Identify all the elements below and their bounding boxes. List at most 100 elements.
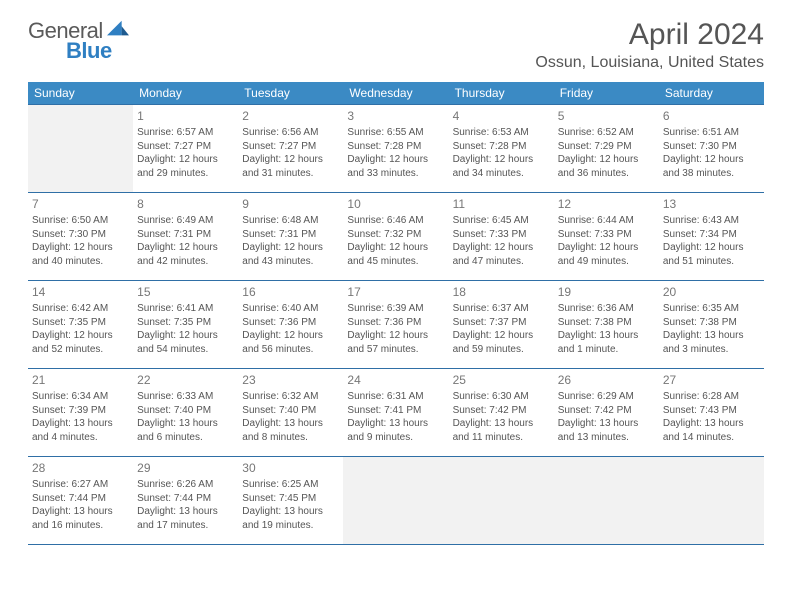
calendar-cell: 27Sunrise: 6:28 AMSunset: 7:43 PMDayligh… (659, 369, 764, 457)
weekday-header: Thursday (449, 82, 554, 105)
sunrise-line: Sunrise: 6:45 AM (453, 214, 550, 228)
sunset-line: Sunset: 7:45 PM (242, 492, 339, 506)
calendar-cell (449, 457, 554, 545)
calendar-cell: 16Sunrise: 6:40 AMSunset: 7:36 PMDayligh… (238, 281, 343, 369)
calendar-cell: 14 Sunrise: 6:42 AMSunset: 7:35 PMDayligh… (28, 281, 133, 369)
daylight-line: Daylight: 12 hours and 36 minutes. (558, 153, 655, 180)
calendar-cell: 13Sunrise: 6:43 AMSunset: 7:34 PMDayligh… (659, 193, 764, 281)
day-number: 24 (347, 372, 444, 388)
calendar-cell (659, 457, 764, 545)
calendar-cell (554, 457, 659, 545)
calendar-cell: 7Sunrise: 6:50 AMSunset: 7:30 PMDaylight… (28, 193, 133, 281)
sunrise-line: Sunrise: 6:50 AM (32, 214, 129, 228)
day-number: 22 (137, 372, 234, 388)
calendar-cell: 29Sunrise: 6:26 AMSunset: 7:44 PMDayligh… (133, 457, 238, 545)
sunset-line: Sunset: 7:27 PM (137, 140, 234, 154)
day-number: 7 (32, 196, 129, 212)
daylight-line: Daylight: 12 hours and 59 minutes. (453, 329, 550, 356)
day-number: 18 (453, 284, 550, 300)
sunset-line: Sunset: 7:28 PM (453, 140, 550, 154)
sunset-line: Sunset: 7:28 PM (347, 140, 444, 154)
calendar-cell: 8Sunrise: 6:49 AMSunset: 7:31 PMDaylight… (133, 193, 238, 281)
header: General Blue April 2024 Ossun, Louisiana… (28, 18, 764, 72)
weekday-header: Sunday (28, 82, 133, 105)
daylight-line: Daylight: 13 hours and 3 minutes. (663, 329, 760, 356)
daylight-line: Daylight: 13 hours and 11 minutes. (453, 417, 550, 444)
daylight-line: Daylight: 12 hours and 51 minutes. (663, 241, 760, 268)
calendar-cell: 12Sunrise: 6:44 AMSunset: 7:33 PMDayligh… (554, 193, 659, 281)
sunset-line: Sunset: 7:42 PM (558, 404, 655, 418)
day-number: 26 (558, 372, 655, 388)
day-number: 20 (663, 284, 760, 300)
calendar-cell: 24 Sunrise: 6:31 AMSunset: 7:41 PMDayligh… (343, 369, 448, 457)
day-number: 10 (347, 196, 444, 212)
daylight-line: Daylight: 12 hours and 40 minutes. (32, 241, 129, 268)
sunrise-line: Sunrise: 6:39 AM (347, 302, 444, 316)
calendar-cell: 26Sunrise: 6:29 AMSunset: 7:42 PMDayligh… (554, 369, 659, 457)
calendar-cell: 4Sunrise: 6:53 AMSunset: 7:28 PMDaylight… (449, 105, 554, 193)
day-number: 19 (558, 284, 655, 300)
calendar-row: 28Sunrise: 6:27 AMSunset: 7:44 PMDayligh… (28, 457, 764, 545)
weekday-header: Friday (554, 82, 659, 105)
sunset-line: Sunset: 7:42 PM (453, 404, 550, 418)
day-number: 4 (453, 108, 550, 124)
sunrise-line: Sunrise: 6:46 AM (347, 214, 444, 228)
title-block: April 2024 Ossun, Louisiana, United Stat… (535, 18, 764, 72)
sunrise-line: Sunrise: 6:33 AM (137, 390, 234, 404)
day-number: 1 (137, 108, 234, 124)
sunset-line: Sunset: 7:32 PM (347, 228, 444, 242)
calendar-cell (343, 457, 448, 545)
logo-word-blue: Blue (66, 38, 129, 64)
calendar-body: 1Sunrise: 6:57 AMSunset: 7:27 PMDaylight… (28, 105, 764, 545)
day-number: 11 (453, 196, 550, 212)
calendar-cell: 15Sunrise: 6:41 AMSunset: 7:35 PMDayligh… (133, 281, 238, 369)
calendar-cell: 17 Sunrise: 6:39 AMSunset: 7:36 PMDayligh… (343, 281, 448, 369)
sunrise-line: Sunrise: 6:48 AM (242, 214, 339, 228)
daylight-line: Daylight: 12 hours and 45 minutes. (347, 241, 444, 268)
daylight-line: Daylight: 13 hours and 14 minutes. (663, 417, 760, 444)
sunset-line: Sunset: 7:38 PM (558, 316, 655, 330)
daylight-line: Daylight: 12 hours and 52 minutes. (32, 329, 129, 356)
sunset-line: Sunset: 7:35 PM (32, 316, 129, 330)
calendar-cell: 21Sunrise: 6:34 AMSunset: 7:39 PMDayligh… (28, 369, 133, 457)
sunrise-line: Sunrise: 6:56 AM (242, 126, 339, 140)
sunset-line: Sunset: 7:29 PM (558, 140, 655, 154)
daylight-line: Daylight: 12 hours and 43 minutes. (242, 241, 339, 268)
sunset-line: Sunset: 7:36 PM (347, 316, 444, 330)
weekday-header: Wednesday (343, 82, 448, 105)
sunrise-line: Sunrise: 6:34 AM (32, 390, 129, 404)
calendar-cell: 18Sunrise: 6:37 AMSunset: 7:37 PMDayligh… (449, 281, 554, 369)
sunset-line: Sunset: 7:35 PM (137, 316, 234, 330)
day-number: 16 (242, 284, 339, 300)
day-number: 8 (137, 196, 234, 212)
day-number: 28 (32, 460, 129, 476)
calendar-cell: 9Sunrise: 6:48 AMSunset: 7:31 PMDaylight… (238, 193, 343, 281)
weekday-header: Saturday (659, 82, 764, 105)
day-number: 14 (32, 284, 129, 300)
calendar-header-row: SundayMondayTuesdayWednesdayThursdayFrid… (28, 82, 764, 105)
daylight-line: Daylight: 12 hours and 31 minutes. (242, 153, 339, 180)
sunrise-line: Sunrise: 6:43 AM (663, 214, 760, 228)
sunrise-line: Sunrise: 6:40 AM (242, 302, 339, 316)
calendar-row: 21Sunrise: 6:34 AMSunset: 7:39 PMDayligh… (28, 369, 764, 457)
day-number: 12 (558, 196, 655, 212)
sunset-line: Sunset: 7:31 PM (242, 228, 339, 242)
sunrise-line: Sunrise: 6:31 AM (347, 390, 444, 404)
calendar-cell: 30Sunrise: 6:25 AMSunset: 7:45 PMDayligh… (238, 457, 343, 545)
sunrise-line: Sunrise: 6:25 AM (242, 478, 339, 492)
daylight-line: Daylight: 12 hours and 57 minutes. (347, 329, 444, 356)
calendar-table: SundayMondayTuesdayWednesdayThursdayFrid… (28, 82, 764, 545)
location-text: Ossun, Louisiana, United States (535, 54, 764, 72)
daylight-line: Daylight: 13 hours and 9 minutes. (347, 417, 444, 444)
sunrise-line: Sunrise: 6:32 AM (242, 390, 339, 404)
logo-triangle-icon (107, 20, 129, 38)
daylight-line: Daylight: 12 hours and 29 minutes. (137, 153, 234, 180)
sunrise-line: Sunrise: 6:44 AM (558, 214, 655, 228)
brand-logo: General Blue (28, 18, 129, 64)
daylight-line: Daylight: 12 hours and 33 minutes. (347, 153, 444, 180)
sunset-line: Sunset: 7:41 PM (347, 404, 444, 418)
day-number: 30 (242, 460, 339, 476)
day-number: 17 (347, 284, 444, 300)
sunrise-line: Sunrise: 6:42 AM (32, 302, 129, 316)
daylight-line: Daylight: 13 hours and 16 minutes. (32, 505, 129, 532)
